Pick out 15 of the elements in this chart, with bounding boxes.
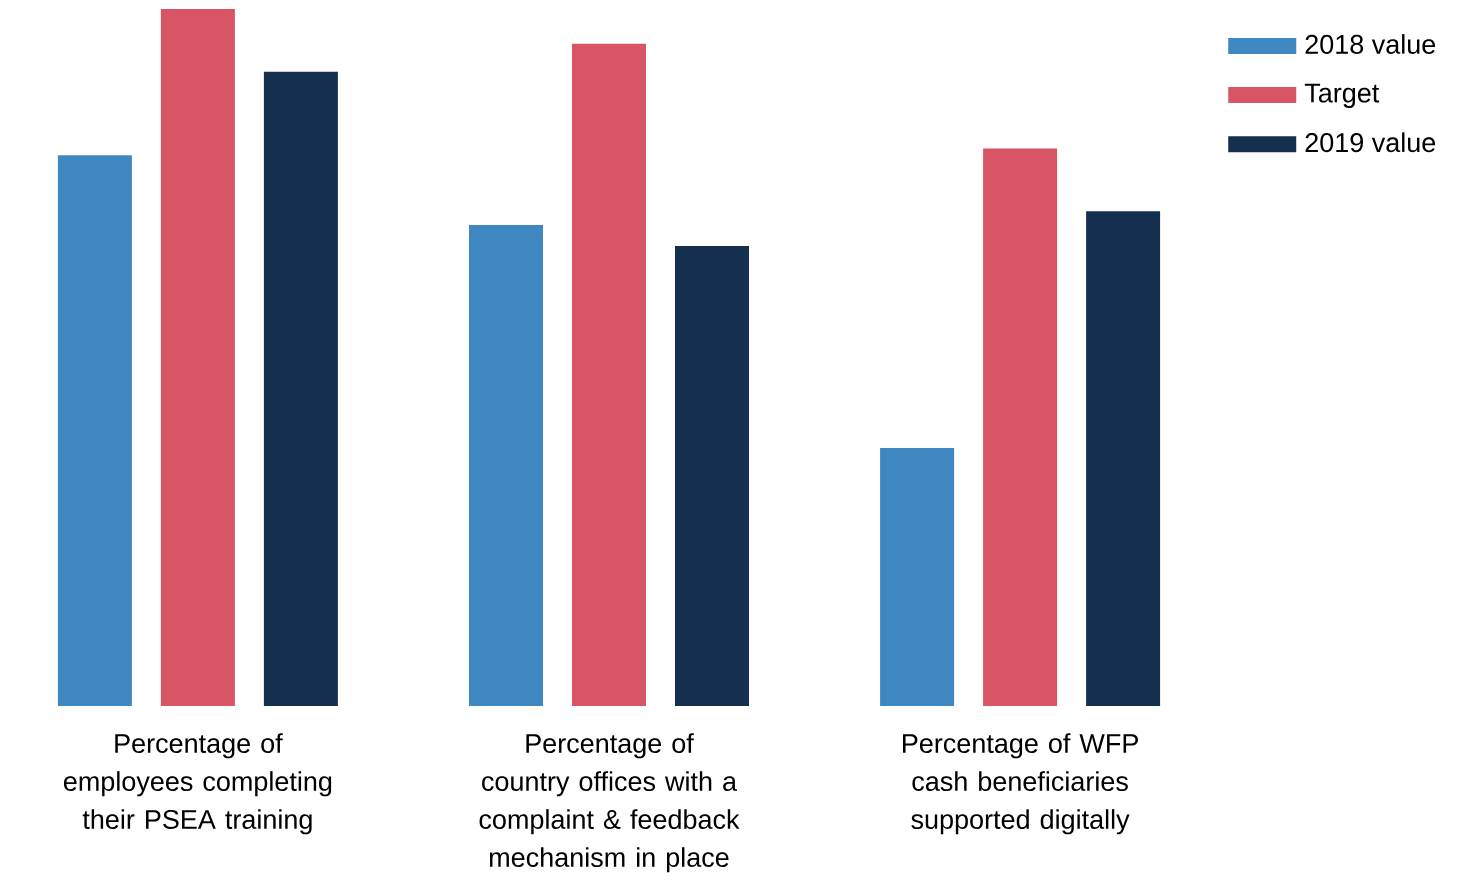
bar (674, 245, 749, 706)
legend-label: 2019 value (1305, 132, 1436, 153)
x-tick-label: Percentage of WFP cash beneficiaries supported digitally (903, 733, 1138, 835)
legend-label: 2018 value (1305, 34, 1436, 54)
bar (263, 71, 338, 706)
x-tick-label: Percentage of country offices with a complaint & feedback mechanism in place (479, 733, 740, 873)
bar (983, 148, 1058, 706)
x-tick-label: Percentage of employees completing their PSEA training (63, 733, 332, 835)
bar (880, 448, 955, 706)
bar (468, 225, 543, 706)
bar (571, 43, 646, 706)
bar (160, 8, 235, 706)
legend-label: Target (1304, 83, 1380, 108)
bar (57, 155, 132, 706)
bar (1086, 211, 1161, 706)
